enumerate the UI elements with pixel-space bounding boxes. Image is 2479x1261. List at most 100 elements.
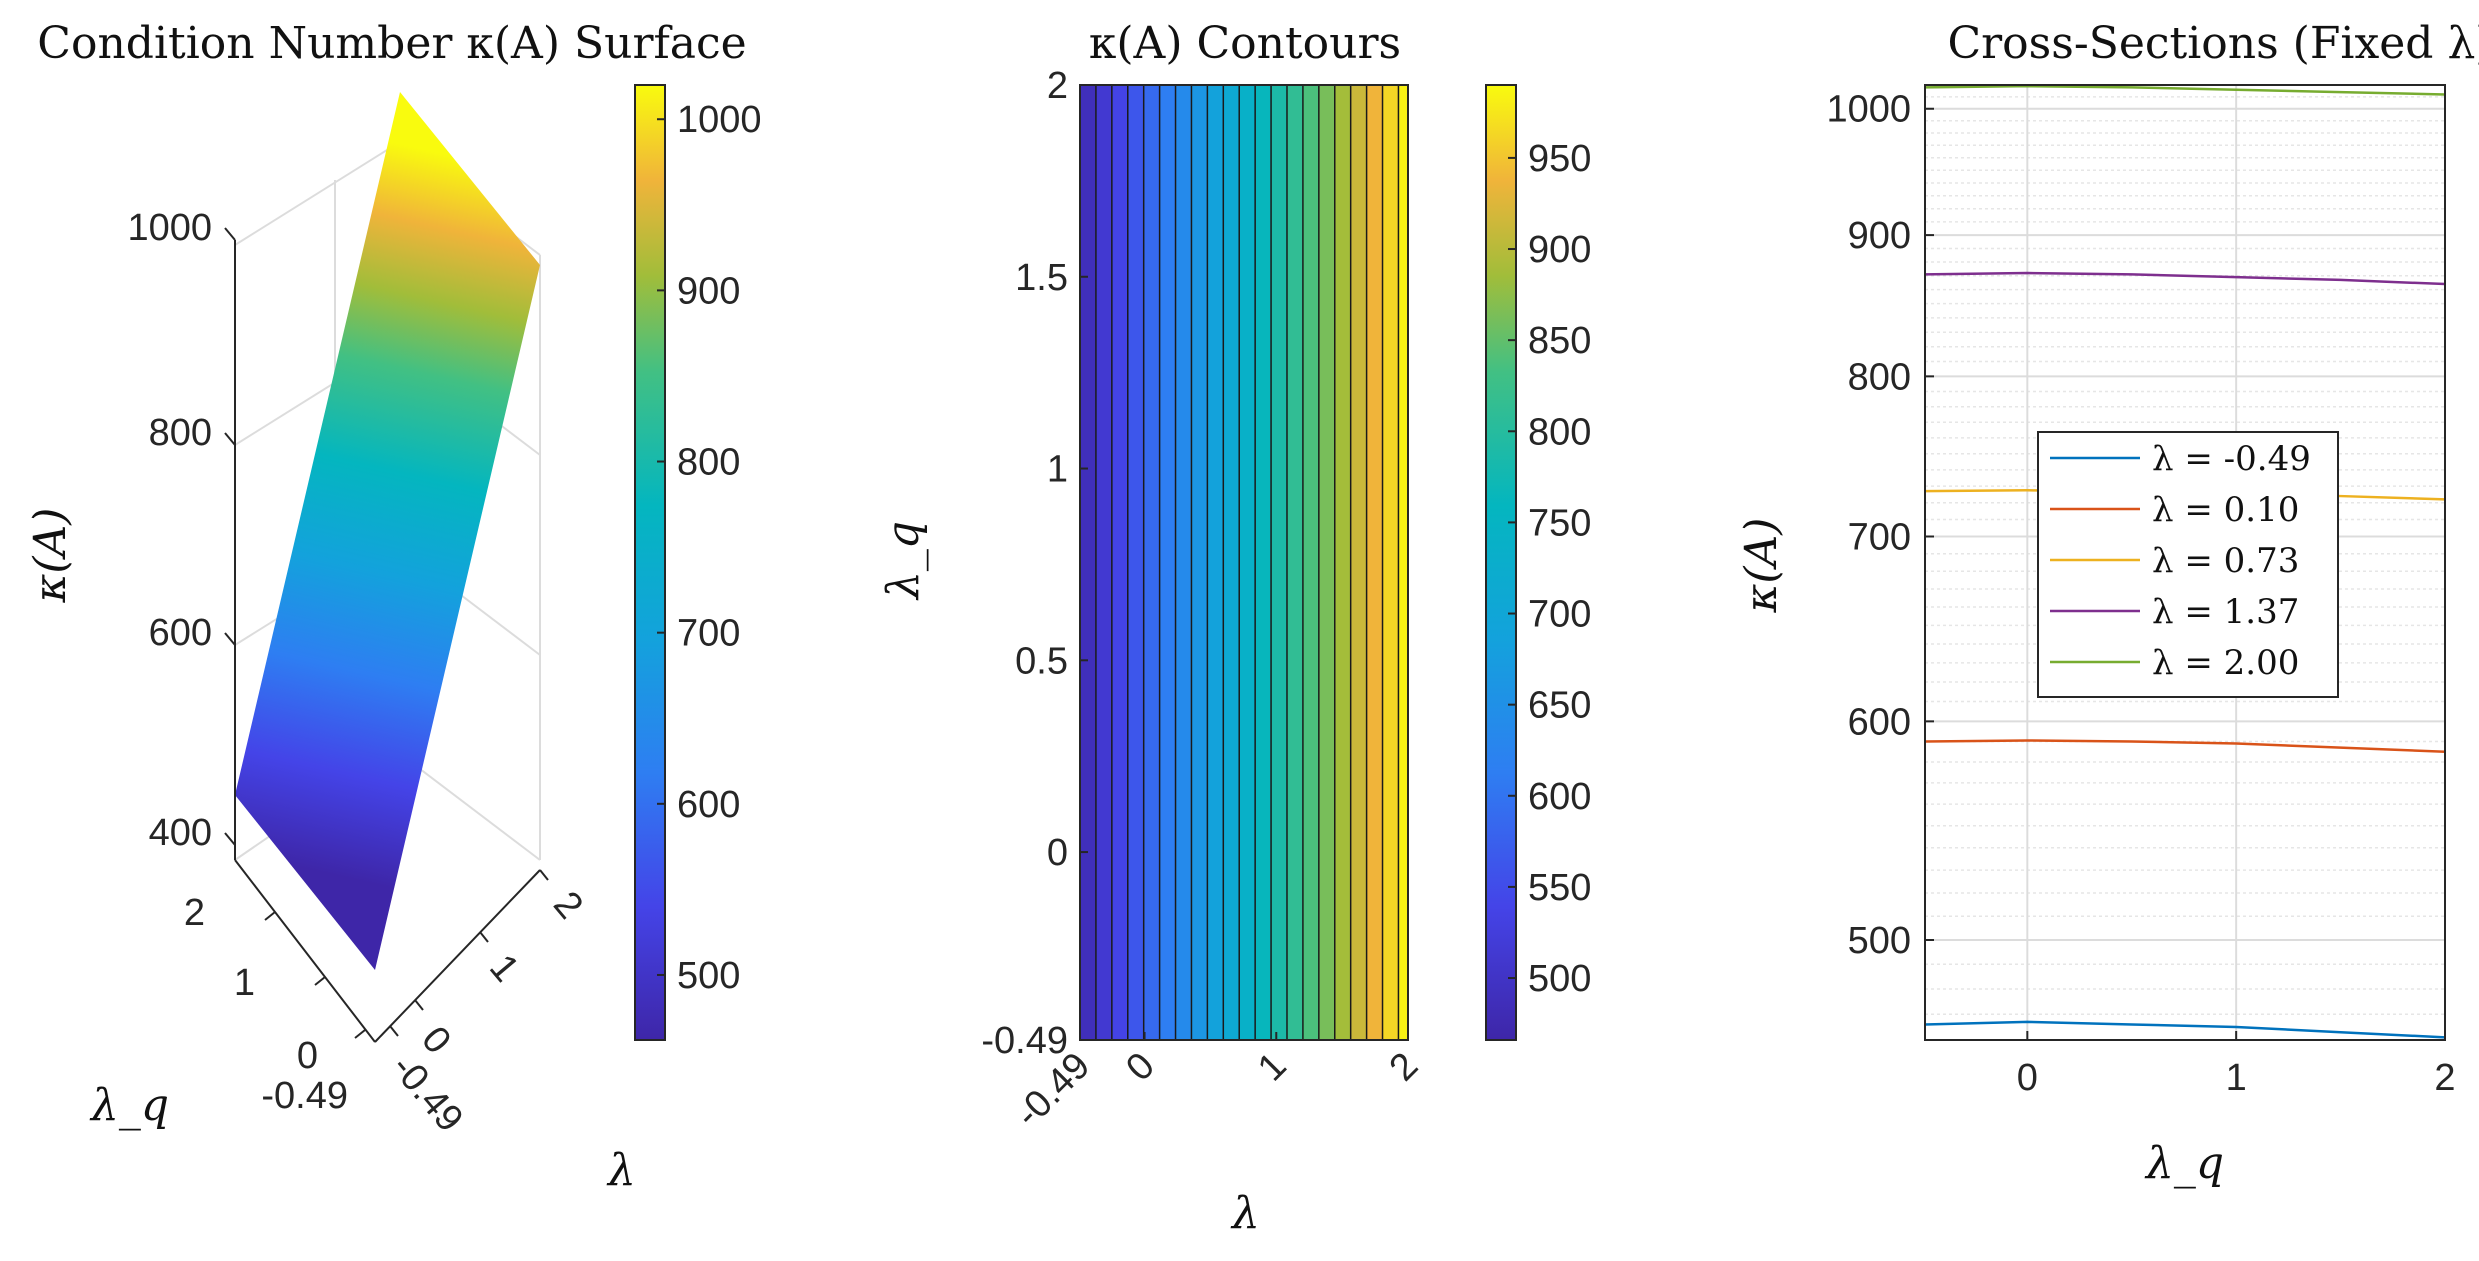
cross-section-panel: Cross-Sections (Fixed λ) 500 600 700 800 900…: [1736, 18, 2479, 1189]
surface-y-tick: 2: [184, 892, 205, 934]
legend-label: λ = 2.00: [2152, 643, 2299, 683]
colorbar-tick-label: 850: [1528, 320, 1591, 362]
colorbar-tick-label: 700: [677, 613, 740, 655]
y-tick-label: 900: [1848, 215, 1911, 257]
colorbar-tick-label: 800: [677, 442, 740, 484]
contour-band: [1382, 85, 1399, 1040]
contour-band: [1318, 85, 1336, 1040]
y-tick-label: 600: [1848, 701, 1911, 743]
surface-y-label: λ_q: [89, 1080, 169, 1131]
series-line: [1924, 1020, 2446, 1039]
cross-section-axes: 500 600 700 800 900 1000 0 1 2: [1826, 89, 2455, 1099]
series-line: [1924, 739, 2446, 753]
x-tick-label: 1: [2226, 1057, 2247, 1099]
surface-y-tick: 1: [234, 962, 255, 1004]
contour-x-tick: 2: [1382, 1045, 1427, 1090]
surface-z-tick: 400: [149, 812, 212, 854]
contour-band: [1255, 85, 1272, 1040]
contour-band: [1286, 85, 1304, 1040]
colorbar-tick-label: 900: [677, 270, 740, 312]
contour-band: [1095, 85, 1113, 1040]
surface-z-tick: 800: [149, 412, 212, 454]
legend-label: λ = 0.10: [2152, 490, 2299, 530]
contour-band: [1111, 85, 1129, 1040]
legend-items: λ = -0.49 λ = 0.10 λ = 0.73 λ = 1.37 λ = 2.0…: [2050, 439, 2311, 683]
legend-label: λ = 1.37: [2152, 592, 2299, 632]
colorbar-tick-label: 700: [1528, 594, 1591, 636]
contour-y-tick: 0: [1047, 832, 1068, 874]
colorbar-tick-label: 900: [1528, 229, 1591, 271]
contour-band: [1143, 85, 1161, 1040]
surface-colorbar: [634, 84, 666, 1041]
contour-band: [1239, 85, 1256, 1040]
contour-y-label: λ_q: [878, 521, 929, 601]
surface-y-tick: 0: [297, 1035, 318, 1077]
contour-y-tick: 1.5: [1015, 257, 1068, 299]
colorbar-tick-label: 950: [1528, 138, 1591, 180]
colorbar-tick-label: 500: [1528, 958, 1591, 1000]
contour-x-tick: 1: [1250, 1045, 1295, 1090]
contour-bands: [1080, 85, 1409, 1040]
y-tick-label: 700: [1848, 516, 1911, 558]
surface-axes: [234, 240, 541, 1043]
contour-band: [1398, 85, 1409, 1040]
surface-z-tick: 1000: [127, 207, 212, 249]
legend-label: λ = 0.73: [2152, 541, 2299, 581]
colorbar-tick-label: 550: [1528, 867, 1591, 909]
contour-band: [1223, 85, 1240, 1040]
surface-x-label: λ: [606, 1145, 636, 1196]
legend-label: λ = -0.49: [2152, 439, 2311, 479]
contour-x-label: λ: [1230, 1188, 1260, 1239]
colorbar-tick-label: 750: [1528, 502, 1591, 544]
surface-z-tick: 600: [149, 612, 212, 654]
contour-band: [1175, 85, 1192, 1040]
colorbar-tick-label: 800: [1528, 411, 1591, 453]
cross-section-y-label: κ(A): [1736, 518, 1787, 614]
colorbar-tick-label: 600: [1528, 776, 1591, 818]
y-tick-label: 1000: [1826, 89, 1911, 131]
x-tick-label: 2: [2434, 1057, 2455, 1099]
surface-x-tick: 1: [481, 947, 527, 990]
contour-band: [1191, 85, 1208, 1040]
cross-section-x-label: λ_q: [2144, 1138, 2224, 1189]
contour-band: [1207, 85, 1224, 1040]
contour-band: [1159, 85, 1177, 1040]
x-tick-label: 0: [2017, 1057, 2038, 1099]
contour-band: [1127, 85, 1145, 1040]
contour-colorbar-ticks: 500 550 600 650 700 750 800 850 900 950: [1508, 138, 1591, 1000]
legend: λ = -0.49 λ = 0.10 λ = 0.73 λ = 1.37 λ = 2.0…: [2037, 431, 2339, 698]
contour-band: [1366, 85, 1384, 1040]
colorbar-tick-label: 1000: [677, 99, 762, 141]
contour-band: [1302, 85, 1320, 1040]
y-tick-label: 800: [1848, 356, 1911, 398]
colorbar-tick-label: 600: [677, 784, 740, 826]
contour-band: [1334, 85, 1352, 1040]
contour-title: κ(A) Contours: [1089, 18, 1401, 69]
y-tick-label: 500: [1848, 920, 1911, 962]
surface-title: Condition Number κ(A) Surface: [37, 18, 746, 69]
contour-band: [1080, 85, 1097, 1040]
contour-y-tick: -0.49: [981, 1020, 1068, 1062]
series-line: [1924, 84, 2446, 96]
surface-plane: [235, 92, 540, 970]
cross-section-lines: [1924, 84, 2446, 1039]
contour-plot-frame: [1079, 84, 1409, 1041]
cross-section-frame: [1924, 84, 2446, 1041]
surface-colorbar-ticks: 500 600 700 800 900 1000: [657, 99, 762, 997]
surface-y-tick: -0.49: [261, 1075, 348, 1117]
contour-band: [1271, 85, 1288, 1040]
contour-band: [1350, 85, 1368, 1040]
colorbar-tick-label: 500: [677, 955, 740, 997]
contour-colorbar: [1485, 84, 1517, 1041]
surface-panel: Condition Number κ(A) Surface: [25, 18, 762, 1196]
colorbar-tick-label: 650: [1528, 685, 1591, 727]
surface-z-label: κ(A): [25, 508, 76, 604]
contour-y-tick: 0.5: [1015, 640, 1068, 682]
surface-ticks: [224, 227, 549, 1039]
legend-box: [2037, 431, 2339, 698]
contour-y-tick: 1: [1047, 449, 1068, 491]
surface-x-tick: 2: [545, 884, 591, 927]
series-line: [1924, 271, 2446, 286]
